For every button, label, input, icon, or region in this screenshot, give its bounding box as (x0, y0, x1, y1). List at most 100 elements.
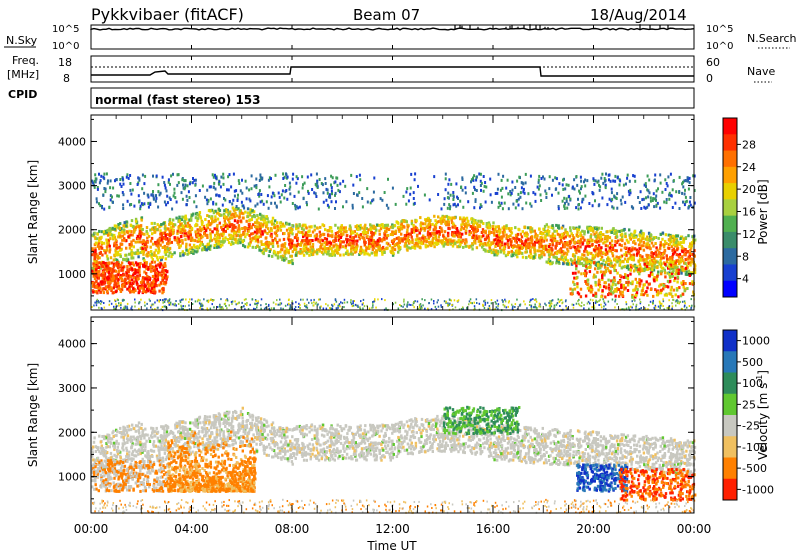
power-cell (145, 271, 148, 275)
power-cell (362, 302, 364, 305)
power-cell (639, 298, 641, 301)
power-cell (520, 186, 523, 190)
power-cell (238, 212, 242, 215)
power-cell (370, 238, 373, 242)
power-cell (606, 251, 609, 254)
power-cell (561, 232, 564, 236)
power-cell (336, 231, 339, 234)
power-cell (355, 232, 359, 236)
power-cell (119, 178, 122, 181)
power-cell (560, 236, 563, 240)
power-cell (153, 269, 157, 273)
power-cell (251, 238, 254, 242)
power-cell (198, 239, 201, 243)
power-cell (150, 281, 153, 285)
power-cell (235, 205, 238, 208)
power-cell (420, 307, 422, 310)
power-cell (604, 178, 607, 182)
power-cell (132, 273, 135, 277)
power-cell (386, 223, 389, 227)
power-cell (646, 246, 649, 250)
power-cell (674, 201, 677, 205)
power-cell (578, 298, 580, 301)
power-cell (210, 208, 214, 212)
power-cell (401, 238, 404, 242)
power-cell (114, 307, 116, 310)
power-cell (510, 249, 513, 253)
power-cell (514, 239, 517, 243)
power-cell (190, 218, 193, 222)
power-cell (472, 231, 475, 235)
power-cell (187, 251, 191, 255)
power-cell (368, 245, 372, 248)
power-cell (610, 191, 613, 195)
power-cell (226, 227, 229, 230)
power-cell (524, 239, 527, 243)
power-cell (218, 221, 221, 225)
power-cell (418, 245, 421, 249)
power-cell (359, 233, 363, 236)
power-cell (311, 242, 315, 246)
power-cell (303, 249, 306, 252)
power-cell (456, 229, 459, 233)
power-cell (316, 179, 319, 183)
power-cell (162, 287, 165, 291)
power-cell (383, 251, 386, 254)
power-cell (124, 278, 127, 282)
power-cell (322, 307, 325, 310)
power-cell (149, 203, 152, 206)
nsearch-label: N.Search (747, 32, 797, 45)
power-cell (230, 240, 234, 244)
power-cell (225, 215, 228, 219)
power-cell (214, 219, 217, 223)
power-cell (336, 176, 339, 180)
power-cell (94, 247, 97, 251)
power-cell (639, 254, 642, 257)
power-cell (91, 248, 94, 252)
power-cell (146, 240, 149, 244)
power-cell (208, 185, 211, 189)
power-cell (677, 240, 680, 244)
power-cell (159, 243, 162, 247)
power-cell (461, 232, 464, 236)
power-cell (509, 230, 513, 234)
power-cell (224, 222, 227, 226)
power-cell (587, 230, 590, 234)
power-cell (596, 227, 599, 231)
power-cell (131, 233, 134, 237)
power-cell (447, 223, 451, 227)
power-cell (91, 281, 95, 285)
power-cell (534, 199, 537, 203)
power-cell (596, 247, 599, 251)
power-cell (668, 246, 671, 250)
power-cell (545, 238, 548, 242)
power-cell (331, 305, 334, 307)
power-cell (660, 252, 663, 255)
power-cell (158, 237, 161, 241)
power-cell (555, 223, 558, 227)
power-cell (327, 247, 330, 251)
power-cell (279, 221, 282, 225)
power-cell (611, 251, 614, 255)
power-cell (206, 226, 210, 230)
power-cell (142, 252, 145, 256)
power-cell (130, 243, 133, 247)
power-cell (322, 191, 325, 195)
power-cell (482, 175, 485, 178)
power-cell (129, 224, 133, 227)
power-cell (433, 227, 437, 231)
power-cell (355, 304, 358, 307)
power-cell (557, 191, 560, 195)
power-cell (356, 224, 359, 228)
power-cell (110, 276, 113, 280)
power-cell (221, 243, 224, 247)
power-cell (427, 219, 430, 223)
power-cell (194, 183, 197, 187)
power-cell (123, 282, 127, 286)
power-cell (254, 299, 257, 301)
power-cell (470, 217, 473, 221)
power-cell (614, 174, 617, 178)
power-cell (681, 191, 684, 195)
power-cell (572, 226, 575, 230)
power-cell (114, 179, 116, 183)
